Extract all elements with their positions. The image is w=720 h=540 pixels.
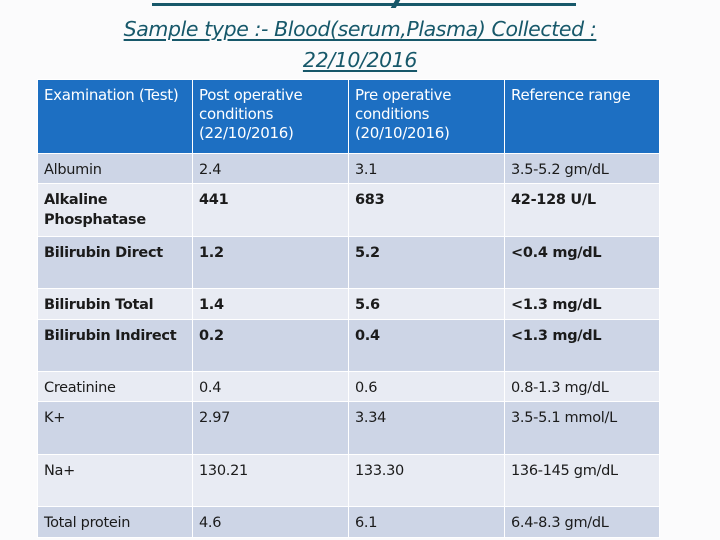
- cell-test: Alkaline Phosphatase: [37, 183, 193, 237]
- cell-pre: 0.6: [348, 371, 505, 402]
- cell-post: 441: [192, 183, 349, 237]
- cell-pre: 6.1: [348, 506, 505, 538]
- table-row: Bilirubin Indirect 0.2 0.4 <1.3 mg/dL: [37, 319, 660, 372]
- header-examination: Examination (Test): [37, 79, 193, 154]
- cell-pre: 3.34: [348, 401, 505, 455]
- title-line-2: 22/10/2016: [302, 48, 418, 72]
- cell-range: 0.8-1.3 mg/dL: [504, 371, 660, 402]
- header-pre-operative: Pre operative conditions (20/10/2016): [348, 79, 505, 154]
- cell-test: Creatinine: [37, 371, 193, 402]
- table-row: K+ 2.97 3.34 3.5-5.1 mmol/L: [37, 401, 660, 455]
- cell-pre: 0.4: [348, 319, 505, 372]
- header-post-operative: Post operative conditions (22/10/2016): [192, 79, 349, 154]
- cell-post: 130.21: [192, 454, 349, 507]
- cell-pre: 5.2: [348, 236, 505, 289]
- table-header-row: Examination (Test) Post operative condit…: [37, 79, 660, 154]
- table-row: Alkaline Phosphatase 441 683 42-128 U/L: [37, 183, 660, 237]
- cell-range: <0.4 mg/dL: [504, 236, 660, 289]
- table-row: Bilirubin Total 1.4 5.6 <1.3 mg/dL: [37, 288, 660, 320]
- cell-range: <1.3 mg/dL: [504, 319, 660, 372]
- cell-post: 0.4: [192, 371, 349, 402]
- cell-test: Bilirubin Total: [37, 288, 193, 320]
- cell-test: Bilirubin Direct: [37, 236, 193, 289]
- cell-post: 0.2: [192, 319, 349, 372]
- cell-pre: 5.6: [348, 288, 505, 320]
- cell-range: <1.3 mg/dL: [504, 288, 660, 320]
- cell-post: 1.2: [192, 236, 349, 289]
- header-reference-range: Reference range: [504, 79, 660, 154]
- table-row: Creatinine 0.4 0.6 0.8-1.3 mg/dL: [37, 371, 660, 402]
- cell-test: K+: [37, 401, 193, 455]
- lab-results-table: Examination (Test) Post operative condit…: [37, 79, 660, 538]
- cell-range: 3.5-5.2 gm/dL: [504, 153, 660, 184]
- cell-pre: 133.30: [348, 454, 505, 507]
- cell-pre: 3.1: [348, 153, 505, 184]
- cell-range: 6.4-8.3 gm/dL: [504, 506, 660, 538]
- previous-heading-underline: [152, 3, 576, 6]
- cell-range: 136-145 gm/dL: [504, 454, 660, 507]
- cell-post: 2.4: [192, 153, 349, 184]
- cell-test: Bilirubin Indirect: [37, 319, 193, 372]
- cell-post: 2.97: [192, 401, 349, 455]
- table-row: Na+ 130.21 133.30 136-145 gm/dL: [37, 454, 660, 507]
- cell-test: Total protein: [37, 506, 193, 538]
- cell-test: Albumin: [37, 153, 193, 184]
- cell-pre: 683: [348, 183, 505, 237]
- cell-post: 4.6: [192, 506, 349, 538]
- table-row: Total protein 4.6 6.1 6.4-8.3 gm/dL: [37, 506, 660, 538]
- cell-test: Na+: [37, 454, 193, 507]
- cell-post: 1.4: [192, 288, 349, 320]
- cell-range: 3.5-5.1 mmol/L: [504, 401, 660, 455]
- page-title: Sample type :- Blood(serum,Plasma) Colle…: [0, 14, 720, 76]
- table-row: Bilirubin Direct 1.2 5.2 <0.4 mg/dL: [37, 236, 660, 289]
- table-row: Albumin 2.4 3.1 3.5-5.2 gm/dL: [37, 153, 660, 184]
- cell-range: 42-128 U/L: [504, 183, 660, 237]
- title-line-1: Sample type :- Blood(serum,Plasma) Colle…: [123, 17, 597, 41]
